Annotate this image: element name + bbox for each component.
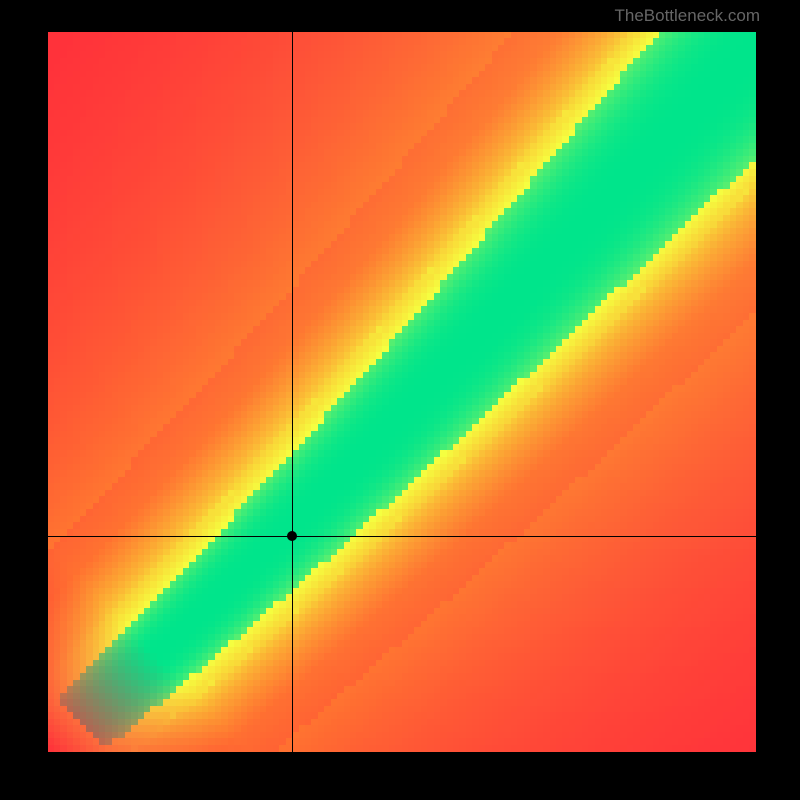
crosshair-vertical [292, 32, 293, 752]
watermark-text: TheBottleneck.com [614, 6, 760, 26]
marker-dot [287, 531, 297, 541]
bottleneck-heatmap [48, 32, 756, 752]
heatmap-canvas [48, 32, 756, 752]
crosshair-horizontal [48, 536, 756, 537]
